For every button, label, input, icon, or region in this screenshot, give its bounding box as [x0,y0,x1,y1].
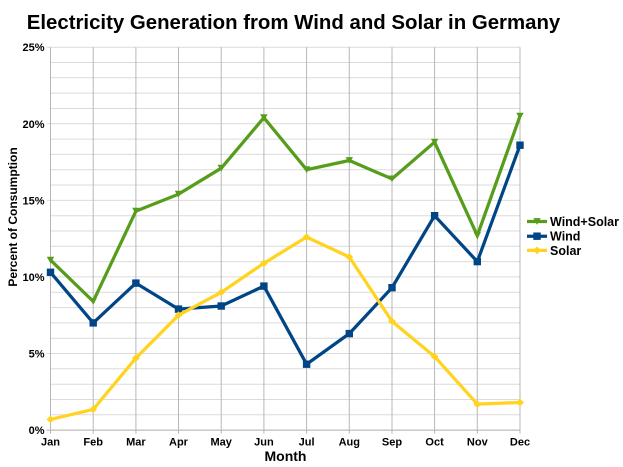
svg-text:Feb: Feb [83,437,103,449]
svg-text:Month: Month [265,448,307,464]
svg-text:Electricity Generation from Wi: Electricity Generation from Wind and Sol… [27,12,561,34]
svg-text:May: May [210,437,232,449]
svg-text:Wind: Wind [550,230,580,244]
svg-text:25%: 25% [22,42,44,54]
svg-text:Sep: Sep [382,437,402,449]
svg-text:Oct: Oct [425,437,444,449]
svg-text:Jan: Jan [41,437,60,449]
svg-text:Jun: Jun [254,437,274,449]
svg-text:Percent of Consumption: Percent of Consumption [6,147,20,286]
svg-text:5%: 5% [29,349,45,361]
svg-text:Dec: Dec [510,437,530,449]
svg-text:Solar: Solar [550,244,581,258]
svg-text:Apr: Apr [169,437,189,449]
svg-text:0%: 0% [29,425,45,437]
svg-text:Wind+Solar: Wind+Solar [550,215,619,229]
svg-text:Aug: Aug [339,437,360,449]
svg-text:Mar: Mar [126,437,146,449]
svg-text:Jul: Jul [299,437,315,449]
svg-text:Nov: Nov [467,437,489,449]
svg-text:20%: 20% [22,119,44,131]
svg-text:15%: 15% [22,195,44,207]
svg-text:10%: 10% [22,272,44,284]
